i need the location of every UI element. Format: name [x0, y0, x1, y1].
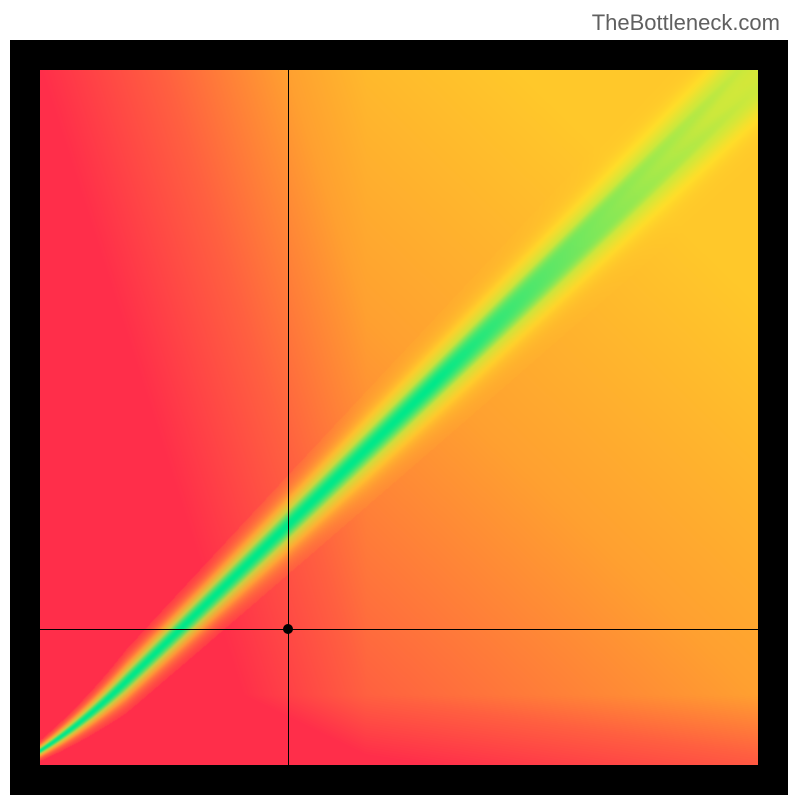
- attribution-text: TheBottleneck.com: [592, 10, 780, 36]
- crosshair-vertical: [288, 70, 289, 765]
- marker-dot: [283, 624, 293, 634]
- plot-area: [40, 70, 758, 765]
- chart-frame: [10, 40, 788, 795]
- crosshair-horizontal: [40, 629, 758, 630]
- heatmap-canvas: [40, 70, 758, 765]
- chart-container: TheBottleneck.com: [0, 0, 800, 800]
